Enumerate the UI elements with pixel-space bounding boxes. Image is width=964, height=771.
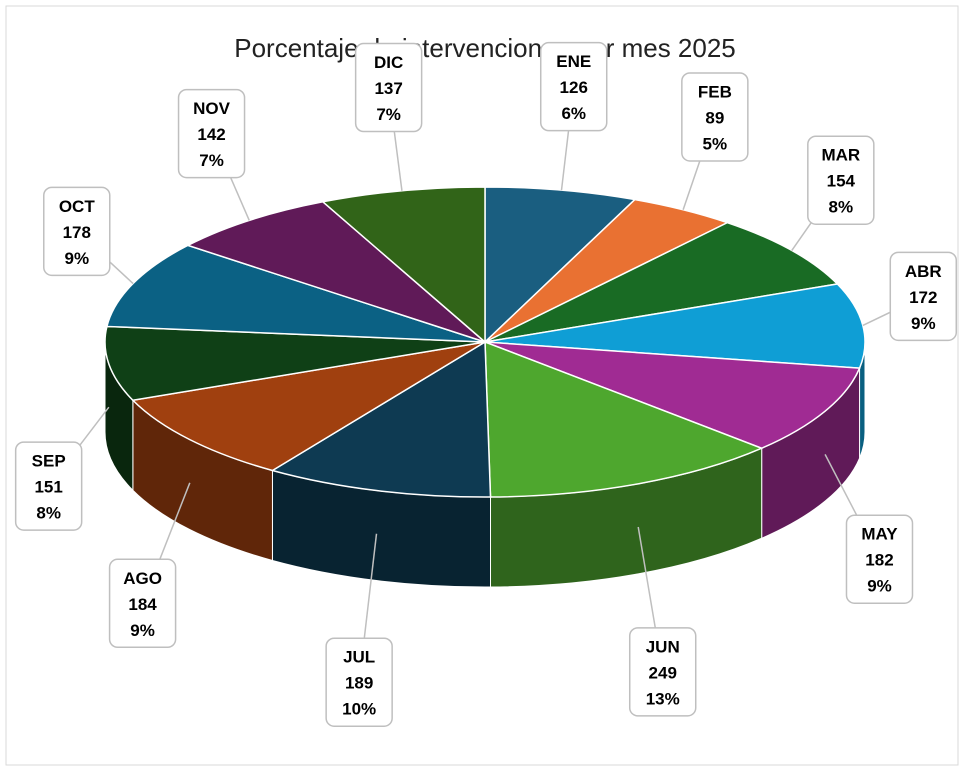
label-value: 137 (374, 79, 402, 98)
slice (484, 340, 764, 498)
label-box (539, 41, 608, 132)
label-category: ABR (905, 262, 942, 281)
slice (104, 325, 486, 402)
label-category: MAR (821, 146, 860, 165)
label-percent: 9% (64, 249, 89, 268)
label-percent: 8% (829, 198, 854, 217)
label-percent: 5% (703, 134, 728, 153)
label-box (681, 72, 749, 162)
label-category: FEB (698, 82, 732, 101)
label-value: 178 (63, 223, 91, 242)
label-percent: 13% (646, 689, 680, 708)
slice (321, 186, 486, 344)
label-value: 126 (560, 78, 588, 97)
slice (484, 186, 637, 344)
label-category: AGO (123, 569, 162, 588)
label-category: JUL (343, 648, 375, 667)
label-percent: 9% (911, 314, 936, 333)
slice (484, 283, 866, 369)
label-box (14, 441, 83, 531)
label-percent: 9% (130, 621, 155, 640)
label-value: 142 (197, 125, 225, 144)
label-box (325, 637, 393, 727)
label-category: OCT (59, 197, 96, 216)
label-percent: 9% (867, 577, 892, 596)
label-box (108, 558, 177, 649)
slice (131, 341, 486, 472)
label-box (354, 42, 423, 133)
label-value: 89 (705, 108, 724, 127)
label-percent: 10% (342, 700, 376, 719)
slice (185, 201, 486, 343)
label-value: 182 (865, 551, 893, 570)
slice (484, 341, 861, 450)
label-category: SEP (32, 452, 66, 471)
label-value: 172 (909, 288, 937, 307)
chart-title: Porcentaje de intervenciones por mes 202… (234, 33, 736, 63)
label-category: DIC (374, 53, 403, 72)
label-value: 154 (827, 172, 856, 191)
label-percent: 7% (376, 105, 401, 124)
slice (270, 340, 492, 498)
label-box (845, 514, 914, 604)
label-value: 249 (649, 663, 677, 682)
label-percent: 6% (561, 104, 586, 123)
label-category: MAY (861, 525, 898, 544)
label-category: NOV (193, 99, 231, 118)
label-category: ENE (556, 52, 591, 71)
label-box (177, 88, 246, 179)
label-box (628, 627, 697, 717)
label-percent: 8% (36, 504, 61, 523)
label-category: JUN (646, 637, 680, 656)
label-value: 184 (128, 595, 157, 614)
label-percent: 7% (199, 151, 224, 170)
label-value: 151 (34, 478, 62, 497)
label-value: 189 (345, 674, 373, 693)
label-box (43, 186, 111, 277)
label-box (889, 251, 958, 342)
label-box (807, 135, 875, 225)
